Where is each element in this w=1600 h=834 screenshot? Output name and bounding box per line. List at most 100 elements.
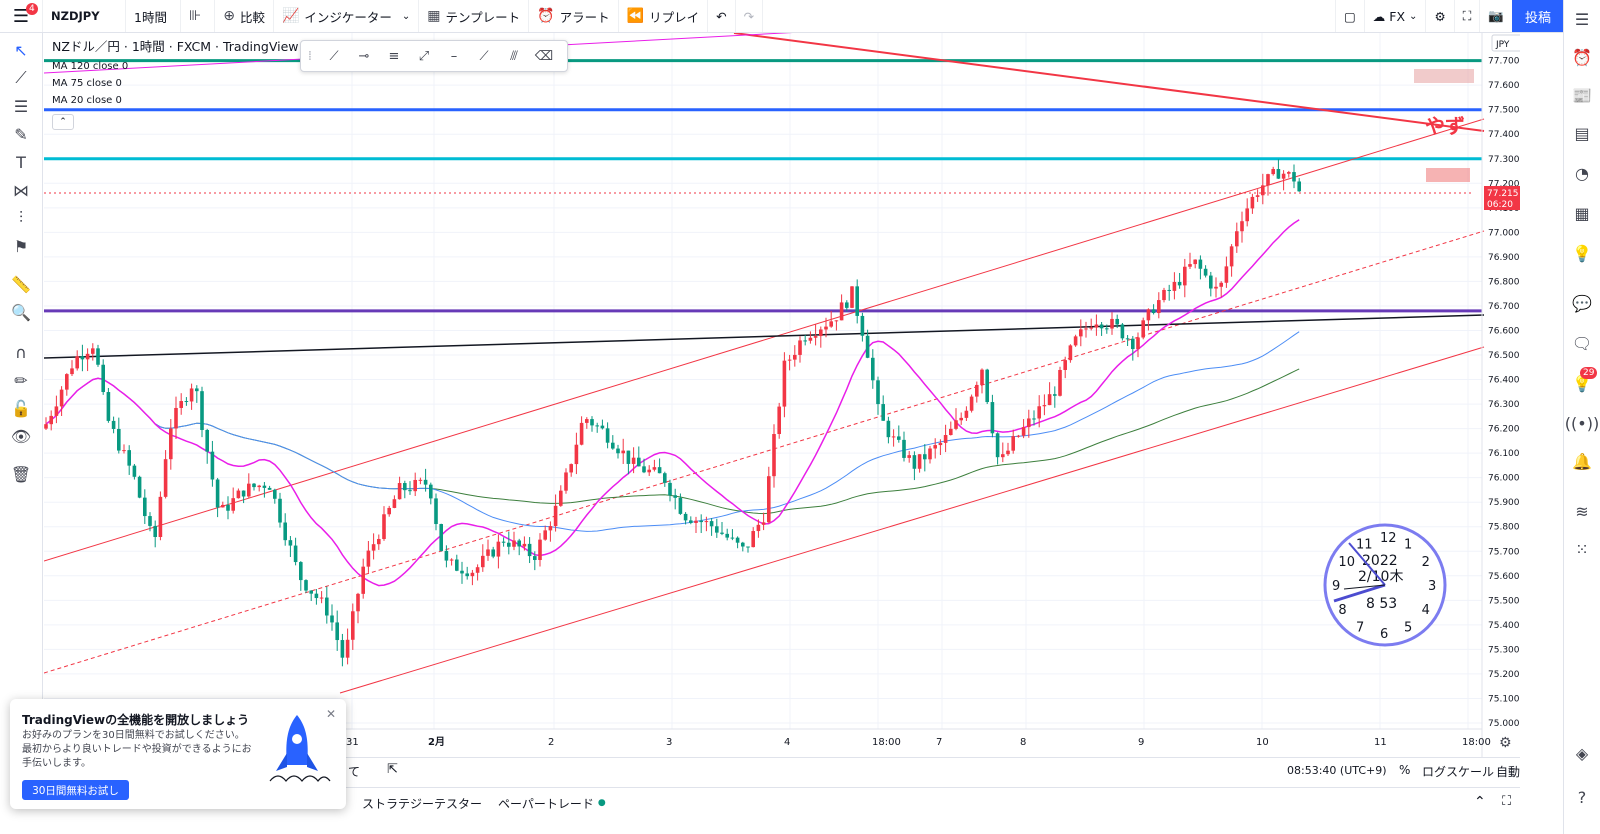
fx-button[interactable]: ☁ FX ⌄ [1363,0,1426,32]
alert-button[interactable]: ⏰ アラート [529,0,619,32]
calendar-button[interactable]: ▦ [1569,200,1595,226]
extended-line-icon[interactable]: ⤢ [418,48,430,64]
rocket-icon [269,715,331,782]
maximize-panel-icon[interactable]: ⛶ [1502,794,1512,809]
candle-body [865,335,870,358]
auto-scale-toggle[interactable]: 自動 [1496,765,1521,779]
fib-tool[interactable]: ☰ [8,93,34,119]
hotlist-button[interactable]: ▤ [1569,120,1595,146]
indicators-button[interactable]: 📈 インジケーター ⌄ [274,0,420,32]
chart-type-button[interactable]: ⊪ [181,0,216,32]
candle-body [902,439,906,458]
menu-button[interactable]: ☰ 4 [0,0,43,32]
brush-tool[interactable]: ✎ [8,121,34,147]
path-icon[interactable]: ⟋ [479,48,489,64]
messages-button[interactable]: 🗨 [1569,330,1595,356]
eye-icon: 👁 [10,426,32,446]
chats-button[interactable]: 💬 [1569,290,1595,316]
candle-body [205,429,209,452]
replay-button[interactable]: ⏪ リプレイ [619,0,709,32]
log-scale-toggle[interactable]: ログスケール [1422,765,1495,779]
expand-panel-icon[interactable]: ⌃ [1474,794,1486,810]
legend-ma75[interactable]: MA 75 close 0 [52,78,122,89]
symbol-button[interactable]: NZDJPY [43,0,126,32]
undo-button[interactable]: ↶ [708,0,736,32]
news-button[interactable]: 📰 [1569,82,1595,108]
fx-label: FX [1389,8,1406,24]
channel-icon[interactable]: ⫻ [510,48,518,64]
candle-body [252,483,256,488]
magnet-tool[interactable]: ∩ [8,339,34,365]
chevron-down-icon: ⌄ [401,10,411,22]
forecast-tool[interactable]: ⫶ [8,205,34,231]
interval-button[interactable]: 1時間 [126,0,181,32]
candle-body [964,410,969,418]
pattern-tool[interactable]: ⋈ [8,177,34,203]
parallel-lines-icon[interactable]: ≡ [388,48,400,64]
templates-button[interactable]: ▦ テンプレート [419,0,530,32]
axis-settings-gear-icon[interactable]: ⚙ [1499,735,1512,751]
cursor-tool[interactable]: ↖ [8,37,34,63]
fullscreen-button[interactable]: ⛶ [1453,0,1480,32]
price-tick-label: 77.000 [1488,228,1520,238]
zoom-tool[interactable]: 🔍 [8,299,34,325]
candle-body [189,388,194,402]
snapshot-button[interactable]: 📷 [1479,0,1512,32]
legend-collapse-button[interactable]: ⌃ [52,114,74,130]
price-chart[interactable]: 77.70077.60077.50077.40077.30077.20077.1… [44,33,1520,757]
layers-button[interactable]: ◈ [1569,740,1595,766]
candle-body [522,543,527,547]
status-clock[interactable]: 08:53:40 (UTC+9) [1287,764,1387,777]
lock-tool[interactable]: 🔓 [8,395,34,421]
pine-button[interactable]: ≋ [1569,498,1595,524]
candle-body [1032,418,1036,420]
streams-button[interactable]: ((•)) [1565,410,1599,436]
bell-button[interactable]: 🔔 [1569,448,1595,474]
compare-button[interactable]: ⊕ 比較 [215,0,274,32]
stay-drawing-tool[interactable]: ✏ [8,367,34,393]
layout-button[interactable]: ▢ [1334,0,1364,32]
help-button[interactable]: ? [1569,784,1595,810]
data-window-button[interactable]: ◔ [1569,160,1595,186]
text-tool[interactable]: T [8,149,34,175]
close-icon[interactable]: ✕ [325,707,336,721]
candle-body [548,526,553,531]
watchlist-button[interactable]: ☰ [1569,6,1595,32]
visibility-tool[interactable]: 👁 [8,423,34,449]
compare-range-icon[interactable]: ⇱ [387,762,398,777]
last-price-label: 77.215 [1487,189,1519,199]
candle-body [127,450,131,466]
candle-body [574,444,579,465]
candle-body [1079,329,1083,337]
time-tick-label: 7 [936,737,942,748]
percent-toggle[interactable]: % [1399,763,1411,777]
ruler-tool[interactable]: 📏 [8,271,34,297]
flag-tool[interactable]: ⚑ [8,233,34,259]
legend-ma120[interactable]: MA 120 close 0 [52,61,129,72]
ray-icon[interactable]: ⊸ [358,48,370,64]
candle-body [928,448,932,460]
remove-tool[interactable]: 🗑 [8,461,34,487]
candle-body [647,469,651,473]
currency-box[interactable] [1491,34,1520,52]
trendline-tool[interactable]: ⟋ [8,65,34,91]
candle-body [163,459,168,497]
zoom-in-icon: 🔍 [11,302,31,322]
time-tick-label: 31 [346,737,359,748]
price-tick-label: 76.100 [1488,449,1520,459]
promo-trial-button[interactable]: 30日間無料お試し [22,780,129,800]
redo-button[interactable]: ↷ [736,0,764,32]
alerts-button[interactable]: ⏰ [1569,44,1595,70]
drag-handle-icon[interactable]: ⁞ [307,48,313,64]
horizontal-ray-icon[interactable]: – [450,48,458,64]
settings-button[interactable]: ⚙ [1425,0,1453,32]
tab-paper-trading[interactable]: ペーパートレード ● [498,788,606,818]
eraser-icon[interactable]: ⌫ [534,48,554,64]
dom-button[interactable]: ⁙ [1569,536,1595,562]
legend-ma20[interactable]: MA 20 close 0 [52,95,122,106]
ideas-button[interactable]: 💡 [1569,240,1595,266]
trendline-icon[interactable]: ⟋ [329,48,339,64]
tab-strategy-tester[interactable]: ストラテジーテスター [362,788,482,818]
candle-body [215,479,220,508]
post-button[interactable]: 投稿 [1512,0,1564,32]
